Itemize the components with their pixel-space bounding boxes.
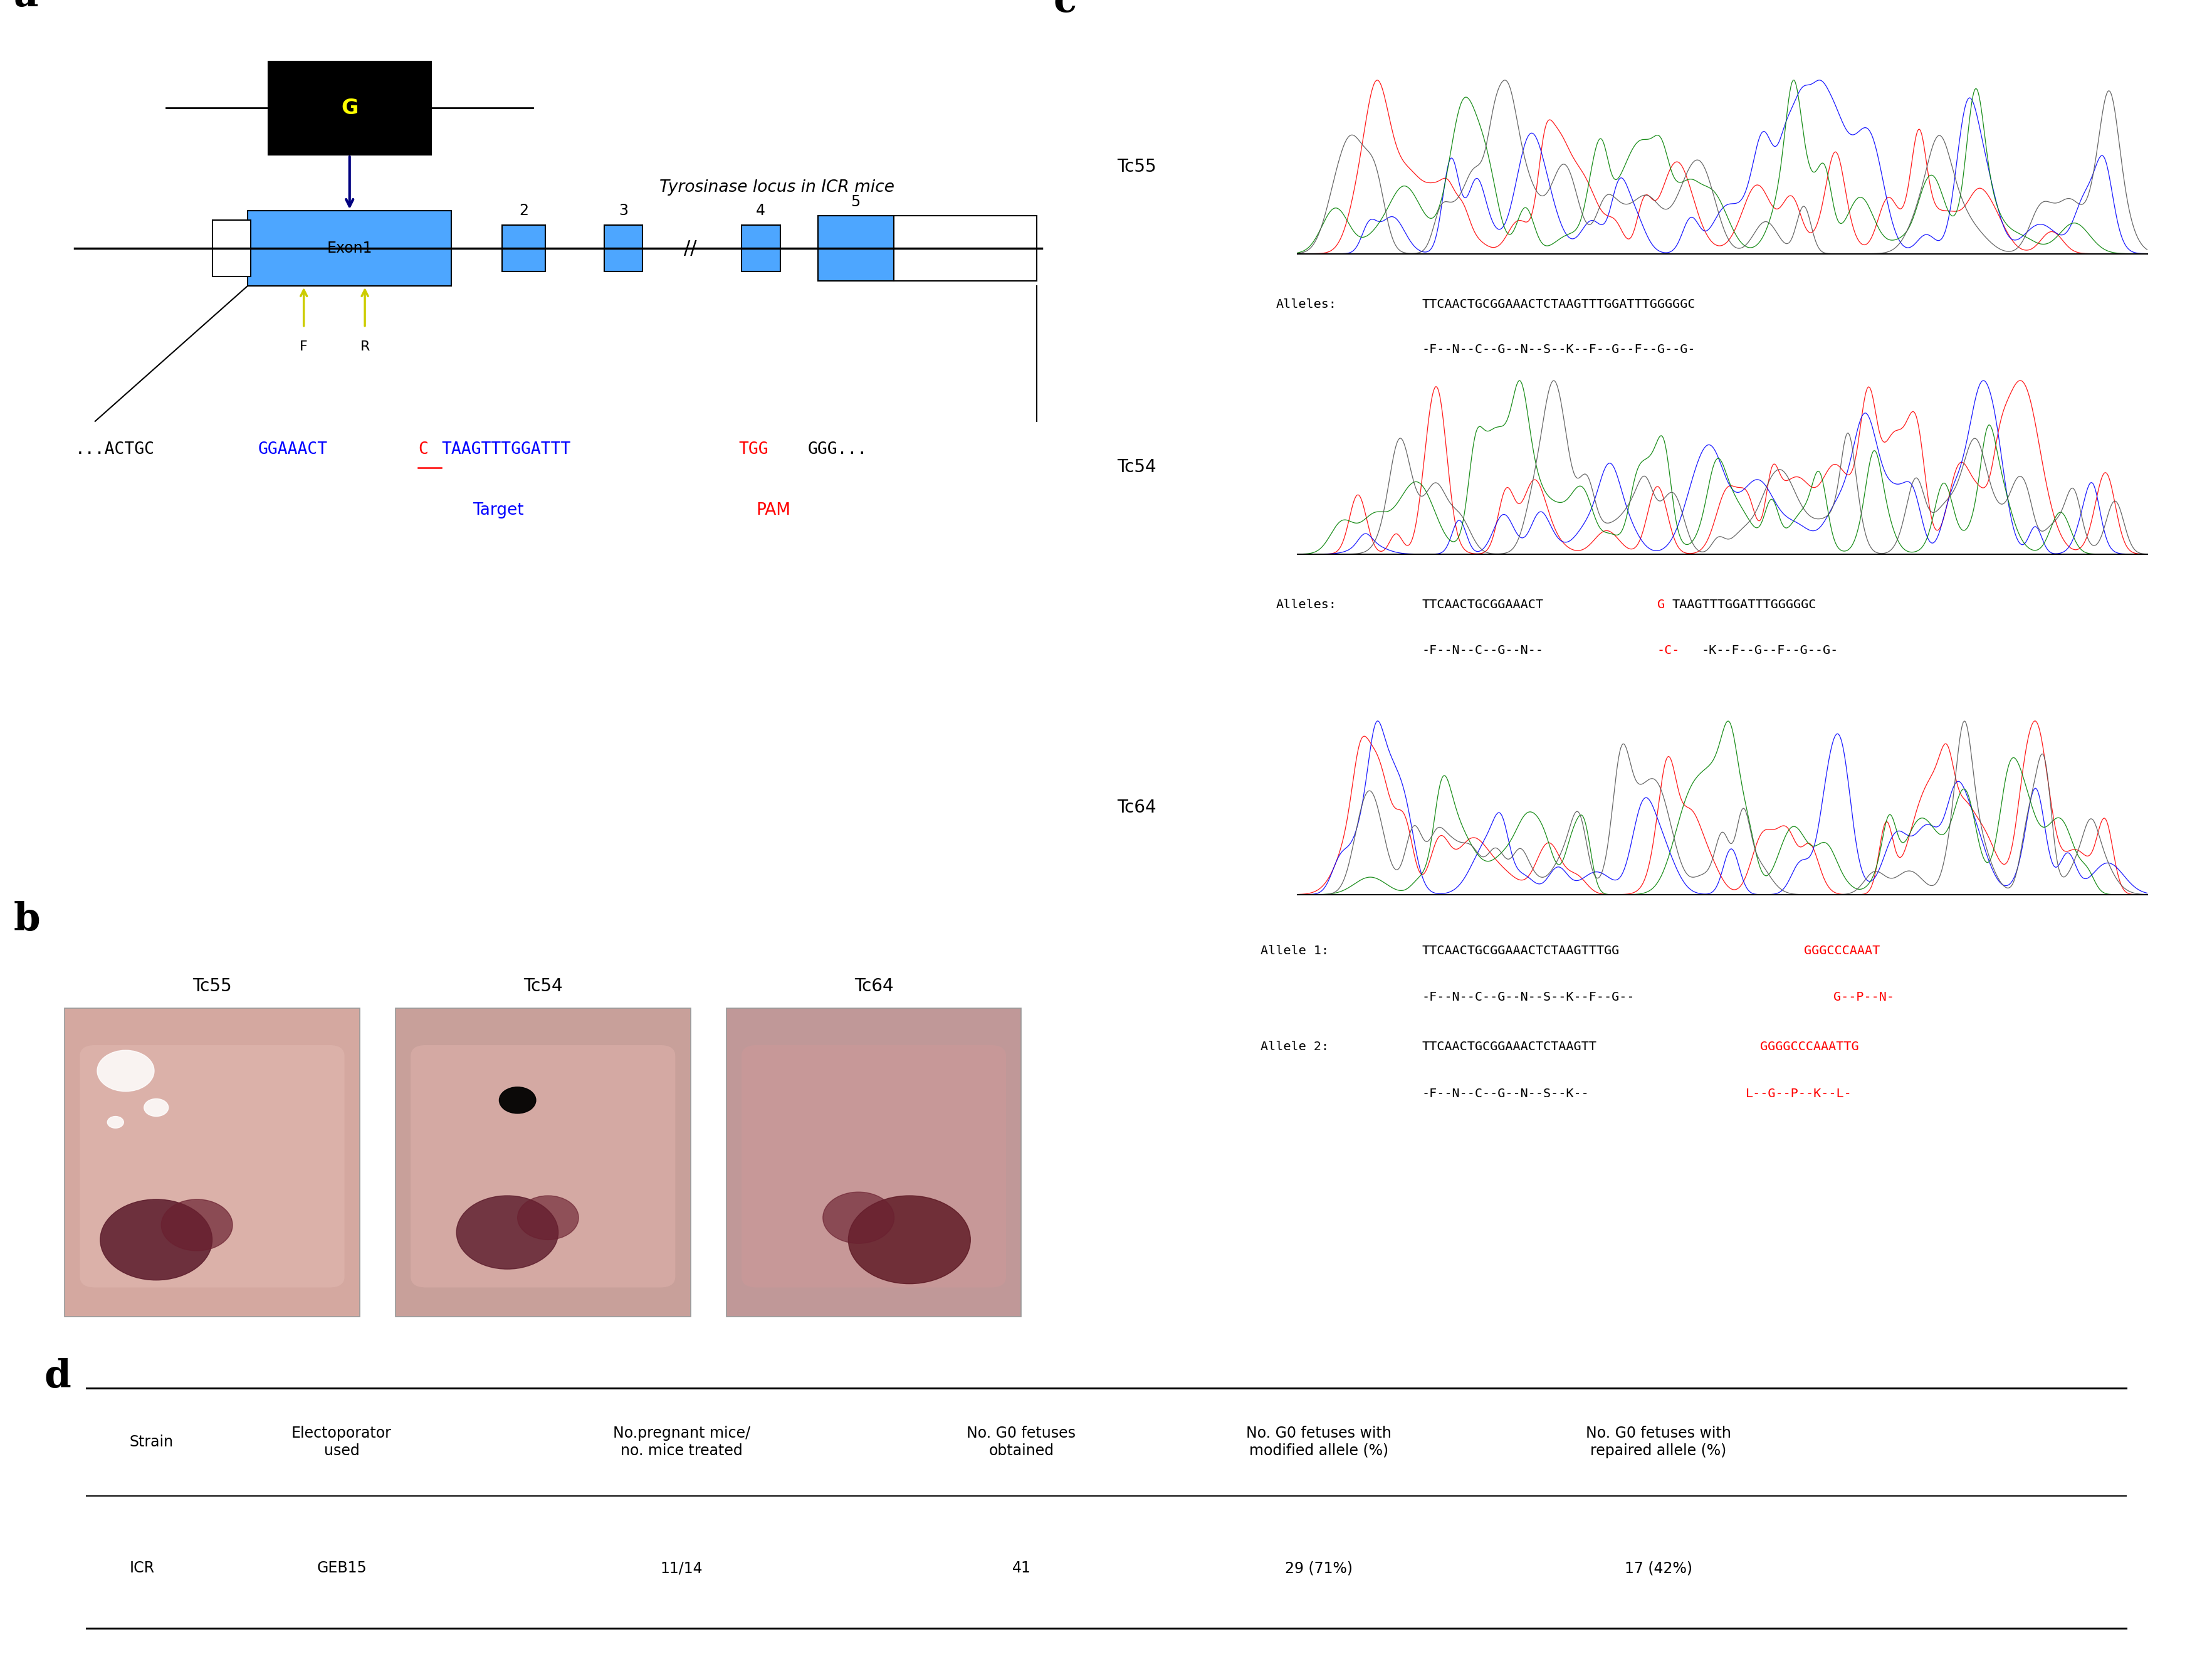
Circle shape <box>847 1195 971 1283</box>
Text: TGG: TGG <box>739 441 768 457</box>
Circle shape <box>518 1195 580 1240</box>
Text: G: G <box>1657 599 1663 611</box>
Text: TTCAACTGCGGAAACTCTAAGTTTGG: TTCAACTGCGGAAACTCTAAGTTTGG <box>1422 945 1619 956</box>
Text: GGGGCCCAAATTG: GGGGCCCAAATTG <box>1759 1041 1858 1053</box>
Text: Tc55: Tc55 <box>192 978 232 995</box>
Text: Alleles:: Alleles: <box>1276 299 1336 310</box>
FancyBboxPatch shape <box>64 1008 361 1317</box>
Text: 29 (71%): 29 (71%) <box>1285 1561 1352 1576</box>
Text: TTCAACTGCGGAAACTCTAAGTTTGGATTTGGGGGC: TTCAACTGCGGAAACTCTAAGTTTGGATTTGGGGGC <box>1422 299 1694 310</box>
FancyBboxPatch shape <box>741 1045 1006 1287</box>
Circle shape <box>108 1117 124 1128</box>
Circle shape <box>456 1195 557 1268</box>
Text: Tc64: Tc64 <box>1117 799 1157 816</box>
Text: 2: 2 <box>520 204 529 219</box>
Text: b: b <box>13 901 40 938</box>
FancyBboxPatch shape <box>502 225 544 272</box>
Text: Tc64: Tc64 <box>854 978 894 995</box>
Text: GGAAACT: GGAAACT <box>259 441 327 457</box>
Text: TAAGTTTGGATTT: TAAGTTTGGATTT <box>440 441 571 457</box>
Circle shape <box>97 1050 155 1092</box>
Circle shape <box>823 1192 894 1243</box>
Circle shape <box>100 1200 212 1280</box>
Text: 17 (42%): 17 (42%) <box>1624 1561 1692 1576</box>
Text: L--G--P--K--L-: L--G--P--K--L- <box>1745 1088 1851 1100</box>
Text: d: d <box>44 1359 71 1395</box>
Text: GGGCCCAAAT: GGGCCCAAAT <box>1803 945 1880 956</box>
Text: C: C <box>418 441 429 457</box>
Text: -C-: -C- <box>1657 644 1679 656</box>
FancyBboxPatch shape <box>411 1045 675 1287</box>
Text: -F--N--C--G--N--S--K--: -F--N--C--G--N--S--K-- <box>1422 1088 1588 1100</box>
Text: Strain: Strain <box>128 1434 173 1450</box>
Text: No. G0 fetuses with
modified allele (%): No. G0 fetuses with modified allele (%) <box>1245 1425 1391 1459</box>
Text: ...ACTGC: ...ACTGC <box>75 441 155 457</box>
Text: F: F <box>299 340 307 352</box>
Text: TTCAACTGCGGAAACT: TTCAACTGCGGAAACT <box>1422 599 1544 611</box>
Text: ICR: ICR <box>128 1561 155 1576</box>
Text: Tc54: Tc54 <box>524 978 562 995</box>
Circle shape <box>500 1087 535 1113</box>
Text: 3: 3 <box>619 204 628 219</box>
Text: No.pregnant mice/
no. mice treated: No.pregnant mice/ no. mice treated <box>613 1425 750 1459</box>
Circle shape <box>144 1098 168 1117</box>
Text: PAM: PAM <box>757 502 790 517</box>
Text: 41: 41 <box>1011 1561 1031 1576</box>
FancyBboxPatch shape <box>80 1045 345 1287</box>
FancyBboxPatch shape <box>818 215 894 280</box>
FancyBboxPatch shape <box>726 1008 1022 1317</box>
FancyBboxPatch shape <box>212 220 250 277</box>
Text: a: a <box>13 0 38 15</box>
Text: GEB15: GEB15 <box>316 1561 367 1576</box>
Text: No. G0 fetuses with
repaired allele (%): No. G0 fetuses with repaired allele (%) <box>1586 1425 1730 1459</box>
Text: -F--N--C--G--N--: -F--N--C--G--N-- <box>1422 644 1544 656</box>
Text: Alleles:: Alleles: <box>1276 599 1336 611</box>
FancyBboxPatch shape <box>396 1008 690 1317</box>
Text: //: // <box>684 239 697 257</box>
Text: -K--F--G--F--G--G-: -K--F--G--F--G--G- <box>1701 644 1838 656</box>
Text: Electoporator
used: Electoporator used <box>292 1425 392 1459</box>
Text: Exon1: Exon1 <box>327 240 372 255</box>
Text: Tc55: Tc55 <box>1117 159 1157 175</box>
Text: TTCAACTGCGGAAACTCTAAGTT: TTCAACTGCGGAAACTCTAAGTT <box>1422 1041 1597 1053</box>
Text: Allele 1:: Allele 1: <box>1261 945 1329 956</box>
Text: Allele 2:: Allele 2: <box>1261 1041 1329 1053</box>
Text: 4: 4 <box>757 204 765 219</box>
Text: TAAGTTTGGATTTGGGGGC: TAAGTTTGGATTTGGGGGC <box>1672 599 1816 611</box>
Text: -F--N--C--G--N--S--K--F--G--F--G--G-: -F--N--C--G--N--S--K--F--G--F--G--G- <box>1422 344 1694 355</box>
FancyBboxPatch shape <box>894 215 1035 280</box>
Text: G: G <box>341 98 358 118</box>
FancyBboxPatch shape <box>268 62 431 155</box>
Text: -F--N--C--G--N--S--K--F--G--: -F--N--C--G--N--S--K--F--G-- <box>1422 991 1635 1003</box>
Text: No. G0 fetuses
obtained: No. G0 fetuses obtained <box>967 1425 1075 1459</box>
Text: Tyrosinase locus in ICR mice: Tyrosinase locus in ICR mice <box>659 180 894 195</box>
FancyBboxPatch shape <box>604 225 641 272</box>
Circle shape <box>161 1200 232 1250</box>
Text: 11/14: 11/14 <box>659 1561 703 1576</box>
Text: R: R <box>361 340 369 352</box>
Text: GGG...: GGG... <box>807 441 867 457</box>
Text: ssODN: ssODN <box>319 67 380 85</box>
Text: c: c <box>1053 0 1077 20</box>
FancyBboxPatch shape <box>741 225 781 272</box>
Text: Tc54: Tc54 <box>1117 459 1157 476</box>
Text: Target: Target <box>473 502 524 517</box>
FancyBboxPatch shape <box>248 210 451 285</box>
Text: 5: 5 <box>849 194 860 209</box>
Text: G--P--N-: G--P--N- <box>1834 991 1893 1003</box>
